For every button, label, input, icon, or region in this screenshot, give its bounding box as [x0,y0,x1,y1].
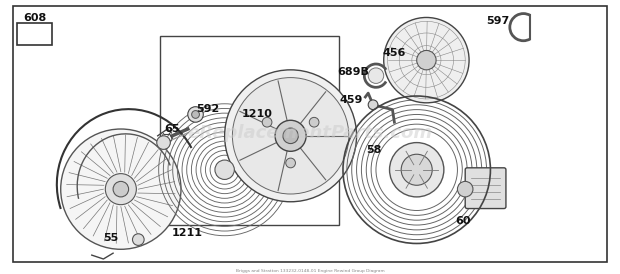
Circle shape [389,142,444,197]
FancyBboxPatch shape [465,168,506,209]
Circle shape [215,160,234,179]
Text: 60: 60 [456,216,471,226]
Circle shape [458,181,473,197]
Bar [160,36,339,225]
Circle shape [368,100,378,110]
Text: 65: 65 [164,124,180,134]
Circle shape [105,174,136,205]
Text: Briggs and Stratton 133232-0148-01 Engine Rewind Group Diagram: Briggs and Stratton 133232-0148-01 Engin… [236,269,384,273]
Bar [17,23,52,45]
Circle shape [262,117,272,127]
Circle shape [275,120,306,151]
Circle shape [232,78,349,194]
Text: 459: 459 [339,95,363,105]
Circle shape [309,117,319,127]
Circle shape [133,234,144,246]
Circle shape [157,136,171,149]
Circle shape [286,158,296,168]
Circle shape [61,129,181,249]
Text: 1210: 1210 [241,109,272,119]
Text: 597: 597 [487,16,510,26]
Text: 58: 58 [366,145,382,155]
Text: 608: 608 [23,13,46,24]
Text: 456: 456 [383,48,406,58]
Text: 592: 592 [197,104,219,114]
Circle shape [401,154,432,185]
Text: eReplacementParts.com: eReplacementParts.com [187,124,433,142]
Circle shape [417,50,436,70]
Circle shape [224,70,356,202]
Circle shape [283,128,298,144]
Circle shape [368,68,384,83]
Circle shape [113,181,128,197]
Circle shape [188,107,203,122]
Text: 689B: 689B [338,67,370,77]
Circle shape [192,111,200,118]
Circle shape [384,18,469,103]
Text: 55: 55 [104,233,119,243]
Text: 1211: 1211 [171,228,202,238]
